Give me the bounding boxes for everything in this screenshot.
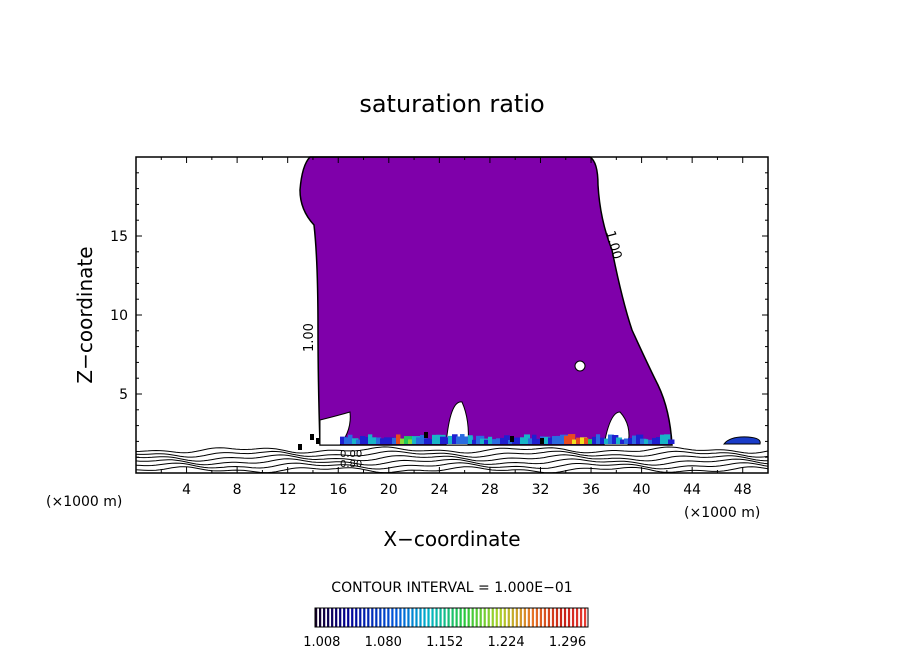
x-tick-label: 12 <box>279 482 297 498</box>
cloud-hole <box>574 360 586 372</box>
x-unit-left: (×1000 m) <box>46 494 122 510</box>
x-axis-label: X−coordinate <box>383 527 520 551</box>
plot-area: 1.00 1.00 0.00 0.80 <box>135 156 769 474</box>
x-tick-label: 40 <box>633 482 651 498</box>
low-contours <box>135 446 769 474</box>
x-tick-label: 4 <box>182 482 191 498</box>
contour-label-left: 1.00 <box>302 323 317 352</box>
y-tick-label: 15 <box>110 229 128 245</box>
x-tick-label: 44 <box>683 482 701 498</box>
x-tick-label: 24 <box>430 482 448 498</box>
x-unit-right: (×1000 m) <box>684 505 760 521</box>
base-band <box>298 432 675 450</box>
x-tick-label: 20 <box>380 482 398 498</box>
y-tick-label: 10 <box>110 308 128 324</box>
chart-title: saturation ratio <box>359 90 544 118</box>
colorbar-tick-label: 1.224 <box>487 635 524 650</box>
axis-ticks <box>136 157 768 473</box>
small-cloud <box>722 436 761 445</box>
x-tick-label: 32 <box>532 482 550 498</box>
x-tick-label: 48 <box>734 482 752 498</box>
x-tick-label: 36 <box>582 482 600 498</box>
x-tick-label: 28 <box>481 482 499 498</box>
colorbar-tick-label: 1.296 <box>549 635 586 650</box>
colorbar-tick-label: 1.080 <box>365 635 402 650</box>
contour-label-low-2: 0.80 <box>340 459 362 470</box>
colorbar-tick-label: 1.008 <box>303 635 340 650</box>
contour-label-right: 1.00 <box>602 229 624 261</box>
colorbar <box>314 607 589 628</box>
y-axis-label: Z−coordinate <box>73 246 97 383</box>
y-tick-label: 5 <box>119 387 128 403</box>
x-tick-label: 16 <box>329 482 347 498</box>
cloud-fill <box>299 156 673 446</box>
colorbar-tick-label: 1.152 <box>426 635 463 650</box>
contour-label-low-1: 0.00 <box>340 449 362 460</box>
x-tick-label: 8 <box>233 482 242 498</box>
contour-interval: CONTOUR INTERVAL = 1.000E−01 <box>331 580 572 596</box>
